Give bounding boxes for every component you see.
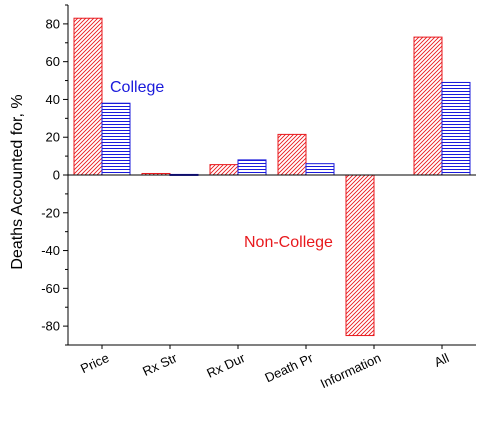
y-tick-label: -20	[41, 205, 60, 220]
x-ticks-group: Price Rx Str Rx Dur Death Pr Information All	[78, 345, 451, 391]
x-tick-label: All	[432, 350, 452, 370]
bar-non-college-all	[413, 36, 443, 176]
y-axis-label: Deaths Accounted for, %	[9, 94, 26, 269]
annotation-college: College	[110, 79, 164, 96]
bar-college-price	[101, 102, 131, 176]
y-tick-label: 80	[46, 16, 60, 31]
y-tick-label: -60	[41, 281, 60, 296]
y-tick-label: -40	[41, 243, 60, 258]
bar-college-all	[441, 81, 471, 176]
y-tick-label: 60	[46, 54, 60, 69]
x-tick-label: Death Pr	[262, 350, 315, 386]
bar-college-death-pr	[305, 163, 335, 176]
bar-non-college-price	[73, 17, 103, 176]
bars-group	[73, 17, 471, 337]
y-tick-label: -80	[41, 319, 60, 334]
x-tick-label: Information	[318, 350, 383, 391]
bar-non-college-information	[345, 174, 375, 337]
annotation-non-college: Non-College	[244, 234, 333, 251]
x-tick-label: Price	[78, 350, 111, 376]
y-ticks-group: 80 60 40 20 0 -20 -40 -60 -80	[41, 4, 68, 346]
x-tick-label: Rx Str	[140, 350, 180, 379]
bar-non-college-death-pr	[277, 133, 307, 176]
y-tick-label: 20	[46, 130, 60, 145]
bar-college-rx-dur	[237, 159, 267, 176]
y-tick-label: 40	[46, 92, 60, 107]
bar-non-college-rx-dur	[209, 164, 239, 176]
y-tick-label: 0	[53, 168, 60, 183]
x-tick-label: Rx Dur	[204, 350, 248, 381]
